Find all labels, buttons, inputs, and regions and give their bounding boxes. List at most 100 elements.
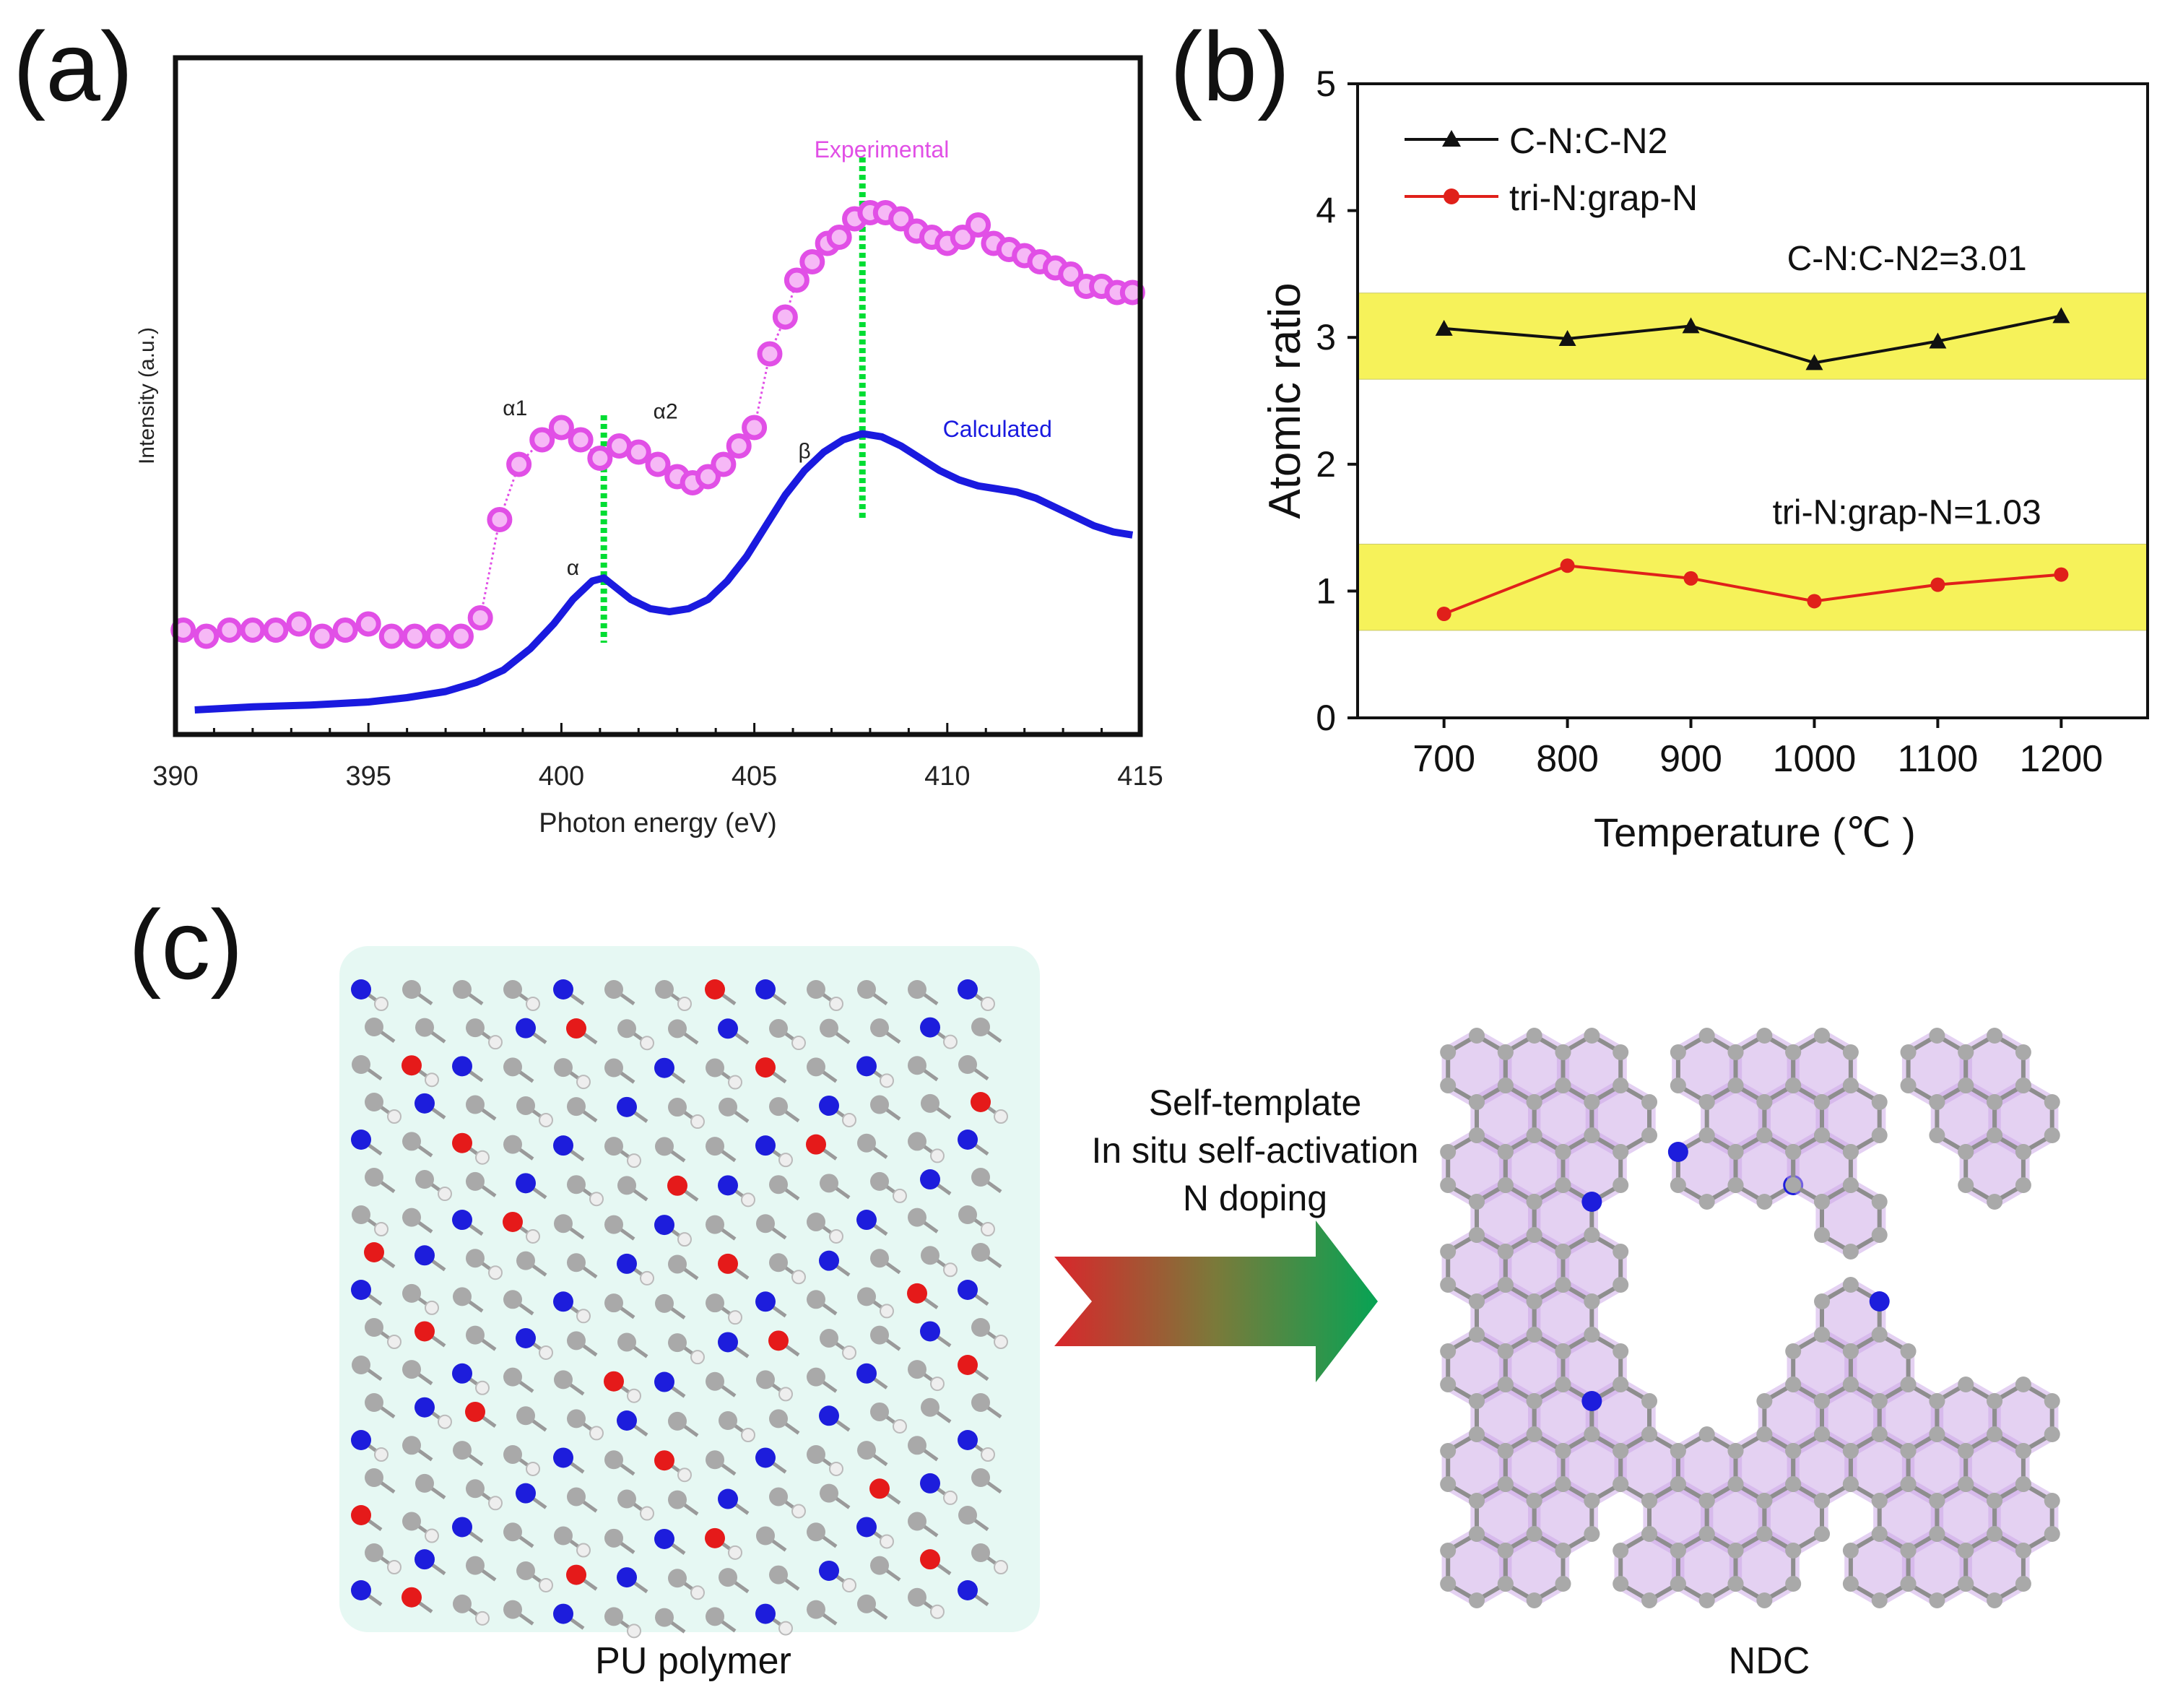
experimental-point [263, 617, 289, 643]
experimental-point [826, 225, 852, 250]
b-x-tick-label: 1200 [2020, 738, 2104, 780]
experimental-point [695, 464, 721, 490]
b-x-tick-label: 1100 [1897, 738, 1978, 780]
experimental-point [529, 427, 555, 453]
series1-point [1682, 317, 1700, 334]
series2-point [1436, 607, 1451, 622]
ndc-label: NDC [1728, 1640, 1810, 1682]
chart-b-ylabel: Atomic ratio [1260, 282, 1310, 519]
experimental-point [568, 427, 594, 453]
a-annotation: α1 [503, 396, 527, 420]
a-annotation: α [567, 556, 579, 580]
experimental-point [402, 623, 428, 649]
b-x-tick-label: 1000 [1773, 738, 1857, 780]
legend-marker-circle [1444, 188, 1459, 204]
series2-point [1930, 577, 1945, 592]
transformation-arrow [1054, 1221, 1378, 1382]
a-x-tick-label: 400 [539, 761, 584, 792]
experimental-point [467, 605, 493, 630]
experimental-point [757, 341, 783, 367]
b-x-tick-label: 800 [1536, 738, 1599, 780]
a-x-tick-label: 405 [732, 761, 777, 792]
experimental-point [240, 617, 266, 643]
b-annotation: C-N:C-N2=3.01 [1787, 240, 2027, 278]
experimental-point [799, 249, 825, 274]
b-y-tick-label: 1 [1316, 571, 1336, 611]
series1-point [1929, 332, 1947, 349]
experimental-point [217, 617, 243, 643]
a-annotation: Experimental [815, 136, 950, 162]
b-y-tick-label: 3 [1316, 317, 1336, 357]
experimental-point [711, 451, 737, 477]
experimental-point [726, 433, 752, 459]
experimental-point [355, 611, 381, 637]
chart-b-xlabel: Temperature (℃ ) [1594, 810, 1916, 855]
panel-b-label: (b) [1170, 12, 1290, 121]
b-y-tick-label: 2 [1316, 444, 1336, 485]
highlight-band-1 [1357, 292, 2148, 380]
a-annotation: β [798, 440, 810, 464]
chart-a-xlabel: Photon energy (eV) [539, 808, 777, 838]
experimental-point [448, 623, 474, 649]
series2-point [1683, 571, 1698, 586]
experimental-point [286, 611, 312, 637]
b-y-tick-label: 4 [1316, 191, 1336, 231]
calculated-line [194, 430, 1134, 714]
experimental-point [548, 415, 574, 441]
legend-label-series1: C-N:C-N2 [1509, 121, 1667, 161]
a-x-tick-label: 415 [1117, 761, 1163, 792]
arrow-line-1: Self-template [1148, 1083, 1362, 1123]
pu-polymer-label: PU polymer [595, 1640, 791, 1682]
experimental-point [625, 439, 651, 465]
chart-a-frame [173, 55, 1143, 737]
b-x-tick-label: 900 [1659, 738, 1722, 780]
a-annotation: α2 [654, 399, 678, 423]
a-x-tick-label: 390 [152, 761, 198, 792]
b-x-tick-label: 700 [1412, 738, 1475, 780]
experimental-point [888, 206, 914, 232]
b-y-tick-label: 0 [1316, 698, 1336, 738]
series2-point [2054, 567, 2069, 582]
series1-point [2052, 307, 2070, 324]
a-x-tick-label: 395 [345, 761, 391, 792]
experimental-point [425, 623, 451, 649]
chart-b-frame [1356, 82, 2149, 719]
series-line-1 [1444, 314, 2062, 365]
panel-c-label: (c) [129, 890, 243, 1000]
b-annotation: tri-N:grap-N=1.03 [1773, 493, 2041, 532]
series-line-2 [1443, 564, 2062, 615]
experimental-point [772, 304, 798, 330]
experimental-point [332, 617, 358, 643]
series2-point [1807, 594, 1822, 609]
experimental-point [506, 451, 532, 477]
series1-point [1435, 319, 1453, 336]
chart-a-ylabel: Intensity (a.u.) [135, 327, 159, 464]
a-annotation: Calculated [943, 416, 1052, 442]
experimental-point [194, 623, 220, 649]
experimental-point [742, 415, 768, 441]
experimental-point [784, 267, 810, 293]
experimental-point [1058, 261, 1084, 287]
experimental-point [487, 507, 513, 532]
experimental-point [965, 212, 991, 238]
arrow-caption: Self-template In situ self-activation N … [1060, 1079, 1450, 1222]
experimental-point [950, 225, 976, 250]
a-x-tick-label: 410 [924, 761, 970, 792]
legend-label-series2: tri-N:grap-N [1509, 178, 1698, 218]
series1-point [1805, 354, 1823, 370]
series1-point [1558, 329, 1576, 346]
experimental-point [309, 623, 335, 649]
b-y-tick-label: 5 [1316, 64, 1336, 104]
experimental-point [645, 451, 671, 477]
legend-marker-triangle [1442, 130, 1461, 147]
ndc-structure [1440, 1028, 2060, 1608]
arrow-line-2: In situ self-activation [1091, 1130, 1419, 1171]
pu-polymer-structure [339, 946, 1040, 1639]
experimental-point [378, 623, 404, 649]
arrow-line-3: N doping [1182, 1178, 1328, 1218]
experimental-point [587, 446, 613, 471]
panel-a-label: (a) [13, 12, 134, 121]
series2-point [1560, 558, 1575, 573]
